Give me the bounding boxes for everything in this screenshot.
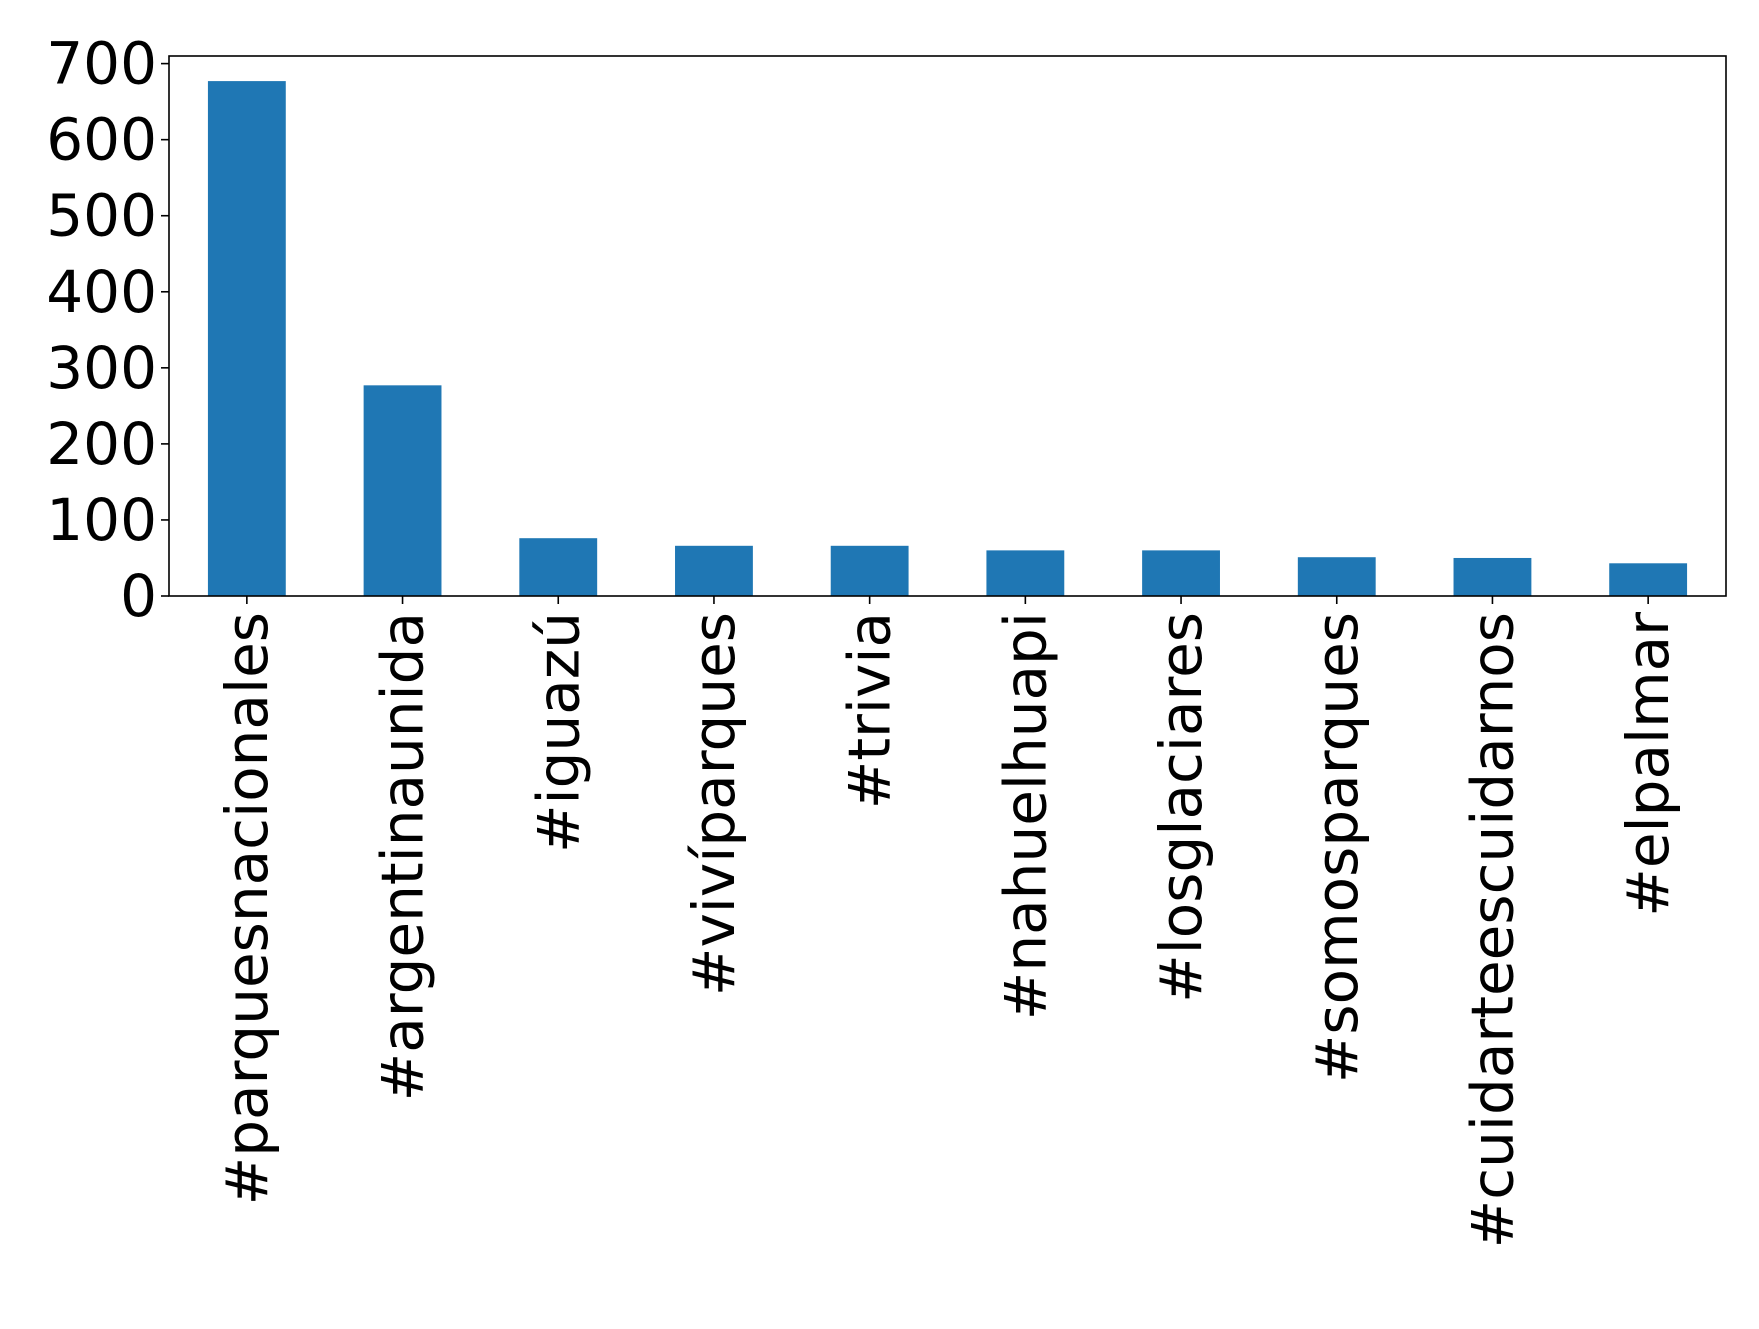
y-tick-label: 100 [46, 486, 157, 554]
bar [986, 550, 1065, 596]
y-tick-label: 700 [46, 30, 157, 98]
y-tick-label: 400 [46, 258, 157, 326]
x-tick-label: #losglaciares [1147, 612, 1215, 1003]
y-tick-label: 600 [46, 106, 157, 174]
x-tick-label: #vivíparques [680, 612, 748, 996]
bar [675, 545, 753, 596]
y-tick-label: 200 [46, 410, 157, 478]
bars-group [207, 81, 1688, 597]
x-axis: #parquesnacionales #argentinaunida #iguazú… [213, 596, 1682, 1248]
x-tick-label: #somosparques [1303, 612, 1371, 1083]
x-tick-label: #argentinaunida [369, 612, 437, 1101]
y-tick-label: 500 [46, 182, 157, 250]
x-tick-label: #parquesnacionales [213, 612, 281, 1205]
bar [1297, 557, 1376, 596]
plot-frame [168, 55, 1727, 597]
bar [519, 538, 598, 596]
bar [830, 545, 909, 596]
bar [363, 385, 442, 596]
x-tick-label: #elpalmar [1614, 612, 1682, 917]
y-axis: 0 100 200 300 400 500 600 700 [46, 30, 169, 630]
bar [1142, 550, 1220, 596]
bar [1453, 557, 1532, 596]
x-tick-label: #nahuelhuapi [991, 612, 1059, 1020]
x-tick-label: #cuidarteescuidarnos [1458, 612, 1526, 1248]
bar [207, 81, 286, 597]
x-tick-label: #iguazú [524, 612, 592, 853]
y-tick-label: 300 [46, 334, 157, 402]
bar [1609, 563, 1688, 596]
y-tick-label: 0 [120, 562, 157, 630]
x-tick-label: #trivia [836, 612, 904, 809]
